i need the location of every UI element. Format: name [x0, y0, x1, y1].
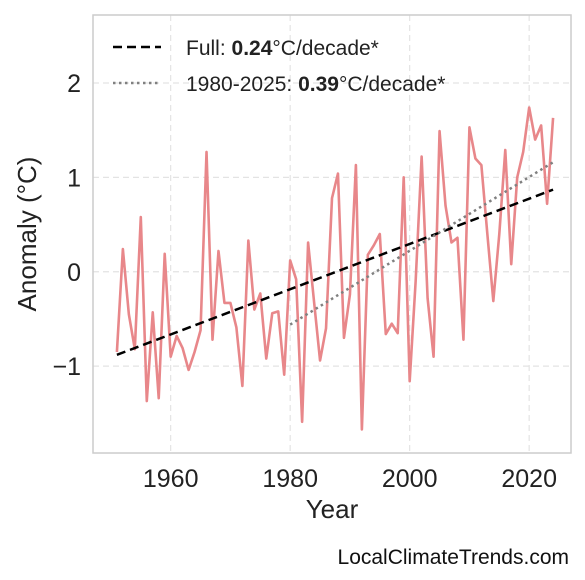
legend-label-full: Full: 0.24°C/decade*: [186, 37, 379, 60]
full-trend-line: [116, 188, 554, 356]
y-tick-label: 0: [67, 259, 81, 287]
y-tick-label: −1: [52, 353, 81, 381]
legend: Full: 0.24°C/decade* 1980-2025: 0.39°C/d…: [113, 37, 445, 96]
x-tick-label: 1960: [143, 465, 199, 493]
credit-text: LocalClimateTrends.com: [337, 546, 569, 569]
plot-frame: [92, 14, 572, 454]
y-axis-title: Anomaly (°C): [12, 157, 42, 312]
legend-label-recent: 1980-2025: 0.39°C/decade*: [186, 73, 445, 96]
anomaly-series-line: [115, 106, 555, 431]
x-tick-label: 2000: [382, 465, 438, 493]
y-tick-label: 2: [67, 70, 81, 98]
y-tick-label: 1: [67, 164, 81, 192]
series-group: [115, 106, 555, 431]
tick-labels: 1960 1980 2000 2020 2 1 0 −1: [52, 70, 557, 493]
x-tick-label: 2020: [501, 465, 557, 493]
x-tick-label: 1980: [262, 465, 318, 493]
x-axis-title: Year: [306, 494, 359, 524]
